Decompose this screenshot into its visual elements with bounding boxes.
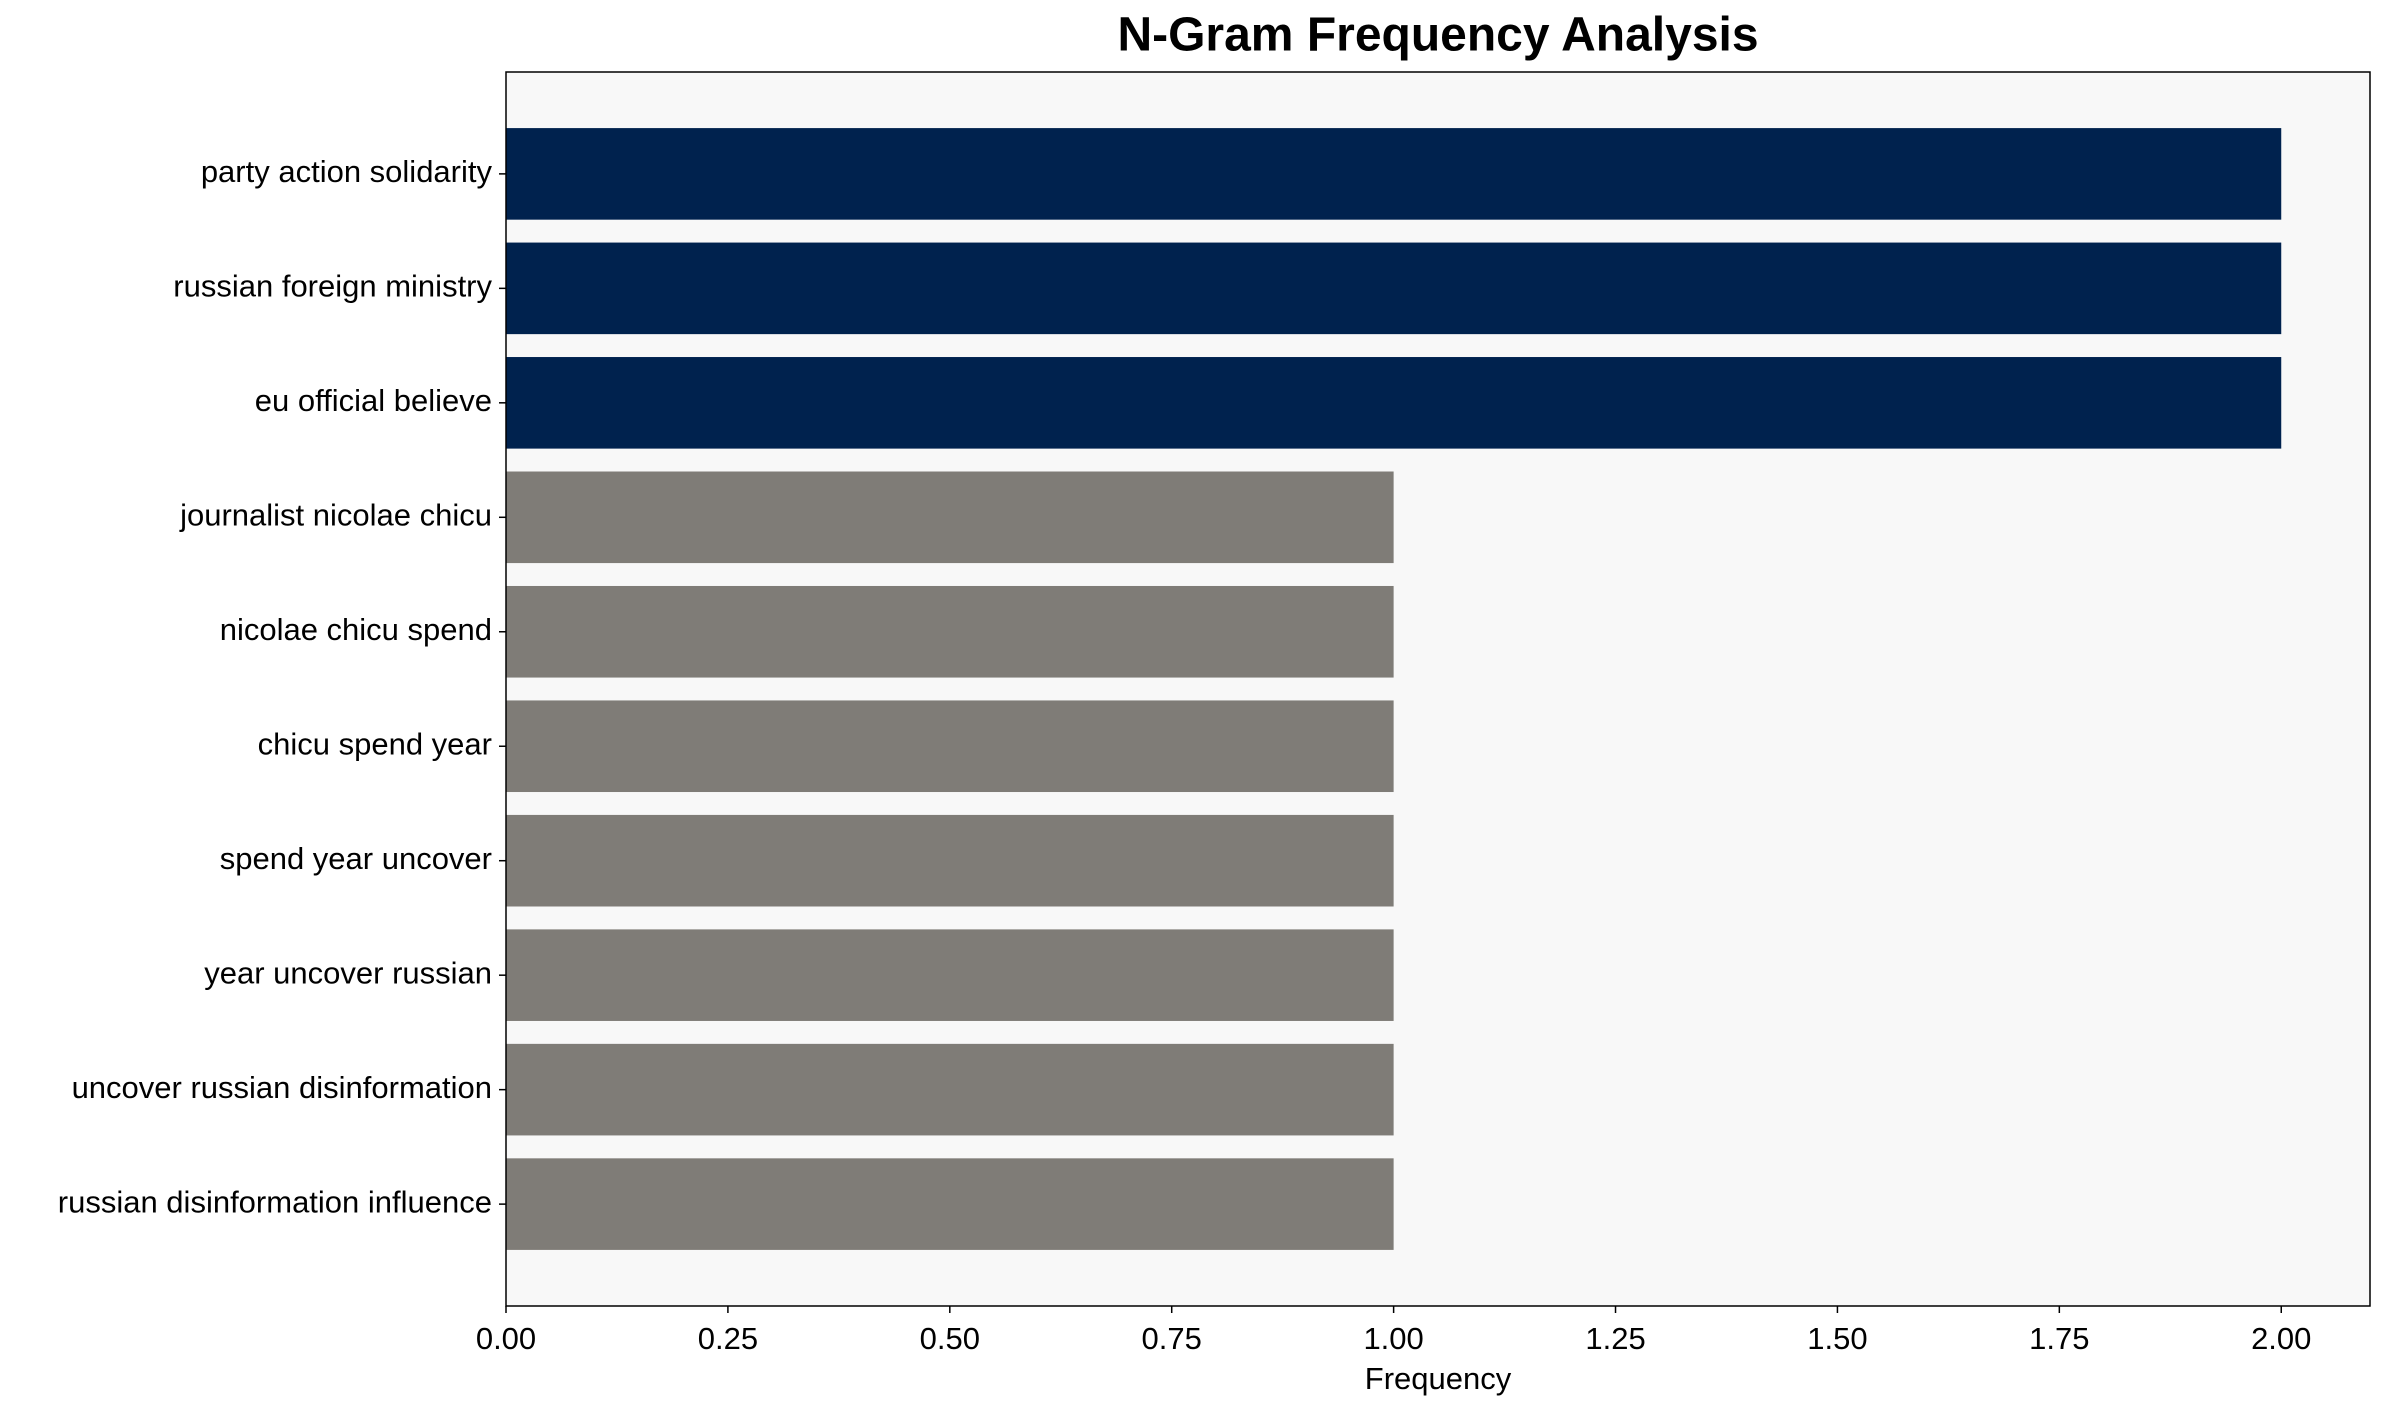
x-tick-label: 1.75: [2029, 1321, 2089, 1356]
x-tick-label: 0.75: [1142, 1321, 1202, 1356]
y-tick-label: eu official believe: [255, 383, 492, 418]
x-tick-label: 0.00: [476, 1321, 536, 1356]
bar: [506, 128, 2282, 220]
y-tick-label: uncover russian disinformation: [72, 1070, 492, 1105]
bar: [506, 471, 1394, 564]
bar: [506, 1043, 1394, 1136]
bar: [506, 700, 1394, 793]
y-tick-label: party action solidarity: [201, 154, 493, 189]
axes-frame: [505, 71, 2371, 1307]
x-tick-label: 1.25: [1585, 1321, 1645, 1356]
bar: [506, 585, 1394, 678]
y-tick-label: year uncover russian: [204, 955, 492, 990]
bar: [506, 814, 1394, 907]
y-tick-label: chicu spend year: [258, 726, 492, 761]
y-tick-label: spend year uncover: [220, 841, 492, 876]
bar: [506, 929, 1394, 1021]
bar: [506, 1158, 1394, 1250]
bar: [506, 357, 2282, 449]
x-axis-label: Frequency: [1365, 1361, 1512, 1396]
x-tick-label: 2.00: [2251, 1321, 2311, 1356]
x-tick-label: 1.50: [1807, 1321, 1867, 1356]
y-tick-label: russian foreign ministry: [173, 269, 492, 304]
x-tick-label: 0.50: [920, 1321, 980, 1356]
y-tick-label: journalist nicolae chicu: [179, 497, 492, 532]
x-tick-label: 0.25: [698, 1321, 758, 1356]
x-tick-label: 1.00: [1363, 1321, 1423, 1356]
y-tick-label: nicolae chicu spend: [220, 612, 492, 647]
chart-title: N-Gram Frequency Analysis: [1117, 9, 1758, 62]
bar: [506, 242, 2282, 335]
y-tick-label: russian disinformation influence: [58, 1184, 492, 1219]
